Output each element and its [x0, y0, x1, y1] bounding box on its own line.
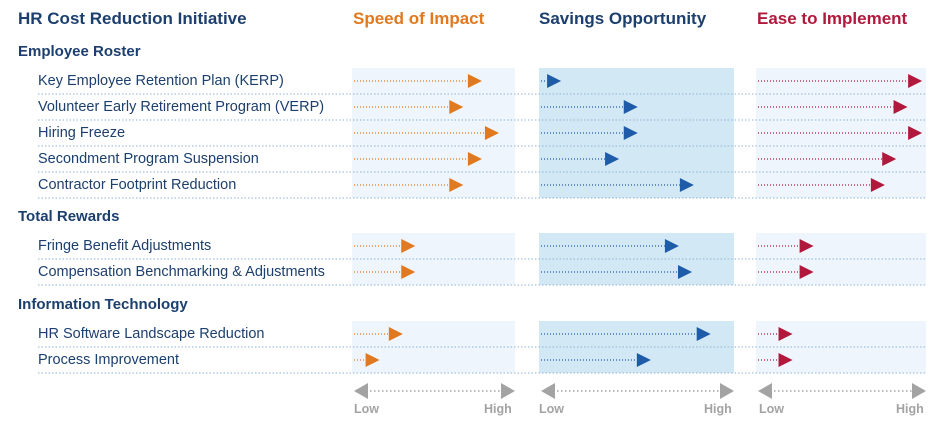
score-marker [401, 239, 416, 253]
column-band [756, 68, 926, 198]
score-marker [365, 353, 380, 367]
score-marker [908, 126, 923, 140]
score-marker [467, 152, 482, 166]
row-label: Compensation Benchmarking & Adjustments [38, 264, 325, 280]
row-label: Volunteer Early Retirement Program (VERP… [38, 99, 325, 115]
score-marker [449, 178, 464, 192]
score-marker [696, 327, 711, 341]
score-marker [449, 100, 464, 114]
axis-low-label: Low [539, 402, 564, 416]
score-marker [664, 239, 679, 253]
section-employee-roster: Employee Roster [18, 43, 141, 60]
axis-low-label: Low [354, 402, 379, 416]
row-label: Key Employee Retention Plan (KERP) [38, 73, 284, 89]
score-marker [484, 126, 499, 140]
axis-arrow-left [354, 383, 368, 399]
column-header-savings: Savings Opportunity [539, 9, 707, 28]
row-label: Secondment Program Suspension [38, 151, 259, 167]
section-total-rewards: Total Rewards [18, 208, 120, 225]
score-marker [908, 74, 923, 88]
axis-high-label: High [896, 402, 924, 416]
column-header-ease: Ease to Implement [757, 9, 908, 28]
score-marker [623, 126, 638, 140]
score-marker [467, 74, 482, 88]
axis-high-label: High [704, 402, 732, 416]
axis-arrow-left [758, 383, 772, 399]
row-label: HR Software Landscape Reduction [38, 326, 265, 342]
score-marker [636, 353, 651, 367]
score-marker [893, 100, 908, 114]
score-marker [870, 178, 885, 192]
section-information-technology: Information Technology [18, 296, 188, 313]
column-header-speed: Speed of Impact [353, 9, 485, 28]
score-marker [679, 178, 694, 192]
row-label: Process Improvement [38, 352, 180, 368]
axis-low-label: Low [759, 402, 784, 416]
row-label: Hiring Freeze [38, 125, 126, 141]
score-marker [799, 239, 814, 253]
score-marker [778, 327, 793, 341]
score-marker [799, 265, 814, 279]
score-marker [401, 265, 416, 279]
score-marker [388, 327, 403, 341]
score-marker [547, 74, 562, 88]
row-label: Fringe Benefit Adjustments [38, 238, 212, 254]
score-marker [778, 353, 793, 367]
axis-arrow-left [541, 383, 555, 399]
score-marker [882, 152, 897, 166]
score-marker [623, 100, 638, 114]
axis-arrow-right [501, 383, 515, 399]
row-label: Contractor Footprint Reduction [38, 177, 237, 193]
chart-title: HR Cost Reduction Initiative [18, 9, 247, 28]
axis-arrow-right [720, 383, 734, 399]
axis-arrow-right [912, 383, 926, 399]
axis-high-label: High [484, 402, 512, 416]
score-marker [677, 265, 692, 279]
score-marker [605, 152, 620, 166]
